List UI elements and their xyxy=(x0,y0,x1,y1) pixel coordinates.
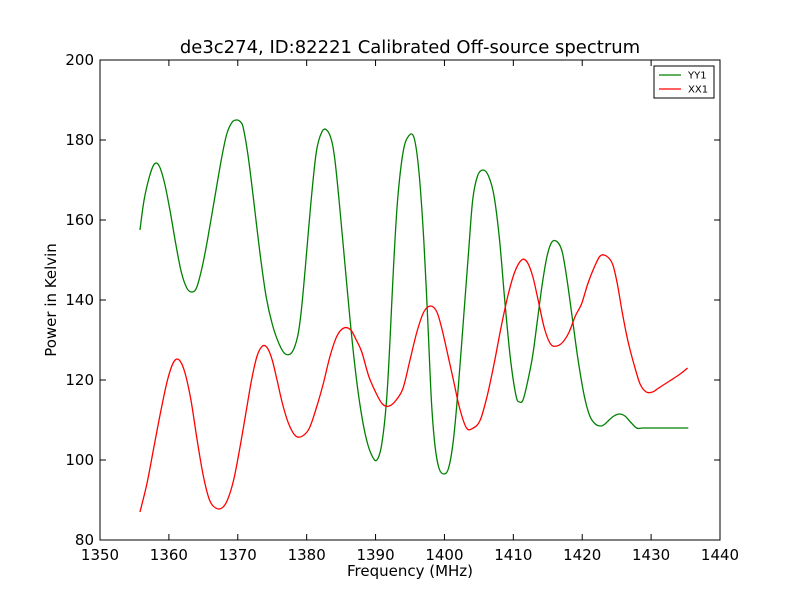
x-tick-label: 1440 xyxy=(701,546,739,564)
x-tick-label: 1410 xyxy=(494,546,532,564)
x-tick-label: 1420 xyxy=(563,546,601,564)
legend: YY1 XX1 xyxy=(653,65,715,99)
x-axis-title: Frequency (MHz) xyxy=(347,562,473,580)
y-tick-label: 180 xyxy=(65,131,94,149)
x-tick-label: 1430 xyxy=(632,546,670,564)
legend-label-xx1: XX1 xyxy=(688,85,708,96)
y-tick-label: 140 xyxy=(65,291,94,309)
legend-label-yy1: YY1 xyxy=(687,71,707,82)
y-tick-label: 160 xyxy=(65,211,94,229)
legend-box xyxy=(653,65,715,99)
x-tick-label: 1360 xyxy=(150,546,188,564)
y-tick-label: 80 xyxy=(75,531,94,549)
x-tick-label: 1380 xyxy=(288,546,326,564)
x-tick-label: 1390 xyxy=(356,546,394,564)
ticks: 1350 1360 1370 1380 1390 1400 1410 1420 1430 1440… xyxy=(65,51,739,564)
x-tick-label: 1350 xyxy=(81,546,119,564)
series-layer xyxy=(139,119,689,513)
chart-title: de3c274, ID:82221 Calibrated Off-source … xyxy=(180,37,640,58)
y-axis-title: Power in Kelvin xyxy=(42,243,60,357)
y-tick-label: 200 xyxy=(65,51,94,69)
y-tick-label: 120 xyxy=(65,371,94,389)
x-tick-label: 1400 xyxy=(425,546,463,564)
series-line-xx1 xyxy=(139,254,689,513)
series-line-yy1 xyxy=(139,119,689,475)
y-tick-label: 100 xyxy=(65,451,94,469)
x-tick-label: 1370 xyxy=(219,546,257,564)
